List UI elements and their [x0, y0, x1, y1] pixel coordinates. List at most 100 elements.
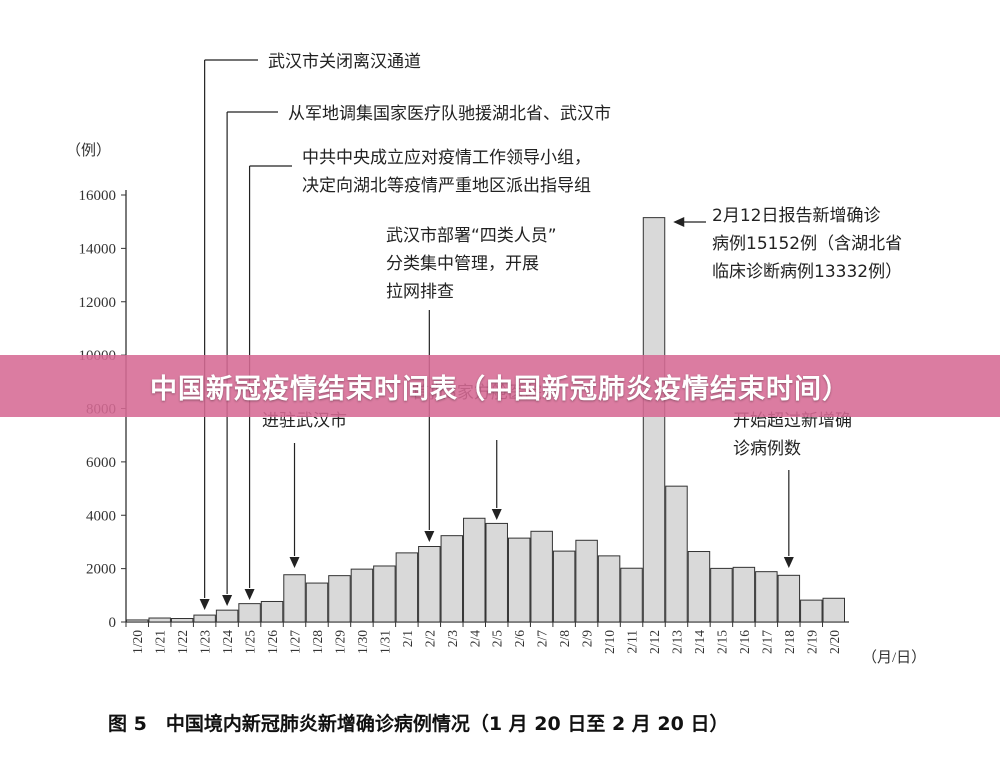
x-tick-label: 1/27 [288, 630, 303, 654]
x-tick-label: 2/11 [625, 630, 640, 654]
y-axis-label: （例） [66, 142, 111, 159]
arrow-head [783, 557, 794, 568]
x-tick-label: 2/15 [714, 630, 729, 654]
annotation-text: 武汉市部署“四类人员” [386, 226, 557, 246]
bar-2-4 [463, 517, 486, 623]
bar-2-15 [710, 567, 733, 623]
bar-2-18 [777, 574, 801, 623]
bar-1-29 [328, 575, 351, 623]
bar-2-8 [552, 550, 576, 623]
x-tick-label: 1/20 [130, 630, 145, 654]
bar-2-13 [665, 485, 688, 623]
bar-1-28 [305, 582, 329, 623]
bar-1-22 [170, 618, 194, 623]
annotation-text: 从军地调集国家医疗队驰援湖北省、武汉市 [288, 104, 611, 124]
x-tick-label: 2/9 [580, 630, 595, 648]
x-tick-label: 1/21 [153, 630, 168, 654]
x-tick-label: 2/13 [669, 630, 684, 654]
bar-2-19 [800, 599, 823, 623]
annotation-text: 病例15152例（含湖北省 [712, 234, 902, 254]
y-tick-label: 2000 [86, 562, 116, 578]
bar-2-20 [822, 597, 845, 623]
y-tick-label: 12000 [79, 295, 117, 311]
title-banner: 中国新冠疫情结束时间表（中国新冠肺炎疫情结束时间） [0, 355, 1000, 417]
arrow-head [244, 589, 255, 600]
x-tick-label: 1/25 [243, 630, 258, 654]
y-tick-label: 0 [109, 615, 117, 631]
x-tick-label: 2/1 [400, 630, 415, 647]
annotations-group: 武汉市关闭离汉通道从军地调集国家医疗队驰援湖北省、武汉市中共中央成立应对疫情工作… [199, 52, 902, 610]
y-tick-label: 4000 [86, 508, 116, 524]
y-tick-label: 6000 [86, 455, 116, 471]
x-tick-labels: 1/20 1/21 1/22 1/23 1/24 1/25 1/26 1/27 1/28 1/29… [130, 630, 842, 654]
banner-title: 中国新冠疫情结束时间表（中国新冠肺炎疫情结束时间） [150, 373, 850, 405]
bar-1-20 [126, 619, 149, 623]
bar-2-17 [755, 571, 778, 623]
x-tick-label: 2/16 [737, 630, 752, 654]
x-tick-label: 2/12 [647, 630, 662, 654]
bar-2-16 [732, 566, 756, 623]
bar-2-10 [597, 555, 621, 623]
x-tick-label: 2/20 [827, 630, 842, 654]
x-tick-label: 1/28 [310, 630, 325, 654]
figure-caption: 图 5 中国境内新冠肺炎新增确诊病例情况（1 月 20 日至 2 月 20 日） [108, 712, 728, 735]
x-tick-label: 2/10 [602, 630, 617, 654]
x-tick-label: 1/23 [198, 630, 213, 654]
x-tick-label: 2/7 [535, 630, 550, 648]
x-tick-label: 2/17 [759, 630, 774, 654]
annotation-text: 武汉市关闭离汉通道 [268, 52, 421, 72]
x-tick-label: 2/3 [445, 630, 460, 648]
arrow-head [222, 595, 233, 606]
x-tick-label: 2/19 [804, 630, 819, 654]
annotation-text: 临床诊断病例13332例） [712, 262, 902, 282]
bar-2-6 [507, 537, 531, 623]
annotation-text: 决定向湖北等疫情严重地区派出指导组 [302, 176, 591, 196]
x-tick-label: 1/22 [175, 630, 190, 654]
bar-1-24 [215, 609, 239, 623]
x-tick-label: 1/26 [265, 630, 280, 654]
x-tick-label: 2/5 [490, 630, 505, 648]
bar-2-5 [485, 522, 508, 623]
annotation-text: 诊病例数 [733, 439, 801, 459]
x-tick-label: 2/14 [692, 630, 707, 654]
annotation-text: 分类集中管理，开展 [386, 254, 539, 274]
arrow-head [673, 217, 685, 227]
bar-2-11 [620, 567, 643, 623]
x-tick-label: 2/18 [782, 630, 797, 654]
arrow-head [491, 509, 502, 520]
bar-1-23 [193, 614, 216, 623]
x-tick-label: 2/4 [467, 630, 482, 648]
arrow-head [424, 531, 435, 542]
x-tick-label: 1/24 [220, 630, 235, 654]
bar-1-30 [350, 568, 374, 623]
bar-1-25 [238, 603, 261, 623]
y-tick-label: 14000 [79, 241, 117, 257]
y-tick-labels: 0200040006000800010000120001400016000 [79, 188, 117, 631]
bar-2-3 [440, 535, 464, 623]
bar-1-21 [148, 617, 171, 623]
bar-2-2 [418, 546, 441, 623]
y-tick-label: 16000 [79, 188, 117, 204]
bar-2-12 [642, 217, 666, 623]
bars-group [126, 217, 845, 623]
x-tick-label: 2/6 [512, 630, 527, 648]
bar-2-7 [530, 530, 553, 623]
x-tick-label: 1/31 [377, 630, 392, 654]
x-tick-label: 1/29 [332, 630, 347, 654]
bar-2-9 [575, 539, 598, 623]
x-tick-label: 2/8 [557, 630, 572, 648]
bar-2-1 [395, 552, 419, 623]
arrow-head [289, 557, 300, 568]
x-axis-label: （月/日） [862, 649, 926, 666]
bar-1-27 [283, 574, 306, 623]
annotation-text: 中共中央成立应对疫情工作领导小组， [302, 148, 591, 168]
bar-1-26 [260, 600, 284, 623]
annotation-text: 拉网排查 [386, 282, 454, 302]
x-tick-label: 1/30 [355, 630, 370, 654]
annotation-text: 2月12日报告新增确诊 [712, 206, 880, 226]
x-tick-label: 2/2 [422, 630, 437, 647]
arrow-head [199, 599, 210, 610]
bar-1-31 [373, 565, 396, 623]
bar-2-14 [687, 551, 711, 623]
